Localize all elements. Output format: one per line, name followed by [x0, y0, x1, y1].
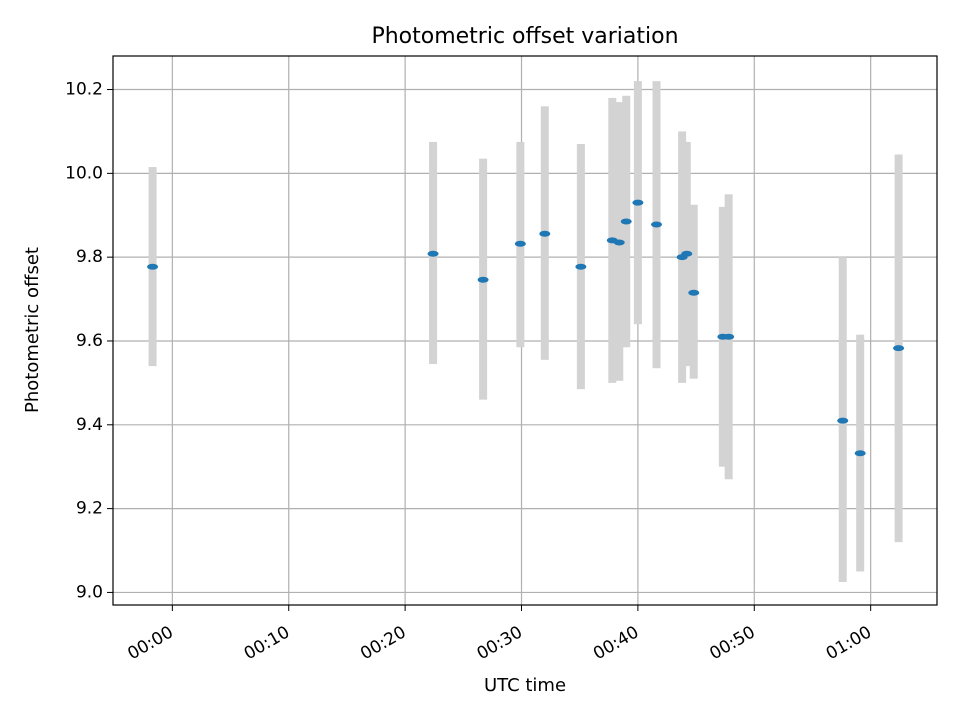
plot-frame — [112, 55, 938, 606]
data-point — [893, 345, 905, 352]
x-tick-label: 00:30 — [474, 622, 526, 664]
x-tick-label: 00:10 — [241, 622, 293, 664]
data-point — [539, 230, 551, 237]
y-tick-label: 9.6 — [76, 331, 103, 351]
y-tick-label: 9.0 — [76, 582, 103, 602]
data-point — [837, 417, 849, 424]
x-axis-label: UTC time — [484, 675, 566, 696]
x-tick-label: 00:20 — [357, 622, 409, 664]
data-point — [681, 250, 693, 257]
data-point — [620, 218, 632, 225]
data-point — [723, 333, 735, 340]
x-axis: 00:00 00:10 00:20 00:30 00:40 00:50 01:00 — [124, 605, 875, 664]
y-tick-label: 9.2 — [76, 499, 103, 519]
data-point — [854, 450, 866, 457]
y-axis: 9.0 9.2 9.4 9.6 9.8 10.0 10.2 — [65, 80, 113, 602]
data-point — [575, 263, 587, 270]
y-axis-label: Photometric offset — [22, 247, 43, 413]
grid — [113, 56, 937, 605]
x-tick-label: 01:00 — [823, 622, 875, 664]
data-point — [147, 263, 159, 270]
y-tick-label: 9.8 — [76, 247, 103, 267]
data-point — [427, 250, 439, 257]
data-point — [514, 240, 526, 247]
data-point — [477, 276, 489, 283]
data-point — [632, 199, 644, 206]
data-points — [147, 199, 905, 457]
x-tick-label: 00:50 — [706, 622, 758, 664]
y-tick-label: 10.2 — [65, 80, 103, 100]
chart-title: Photometric offset variation — [371, 24, 678, 49]
y-tick-label: 9.4 — [76, 415, 103, 435]
data-point — [688, 289, 700, 296]
error-bars — [148, 81, 903, 582]
y-tick-label: 10.0 — [65, 163, 103, 183]
data-point — [613, 239, 625, 246]
x-tick-label: 00:40 — [590, 622, 642, 664]
x-tick-label: 00:00 — [124, 622, 176, 664]
data-point — [651, 221, 663, 228]
